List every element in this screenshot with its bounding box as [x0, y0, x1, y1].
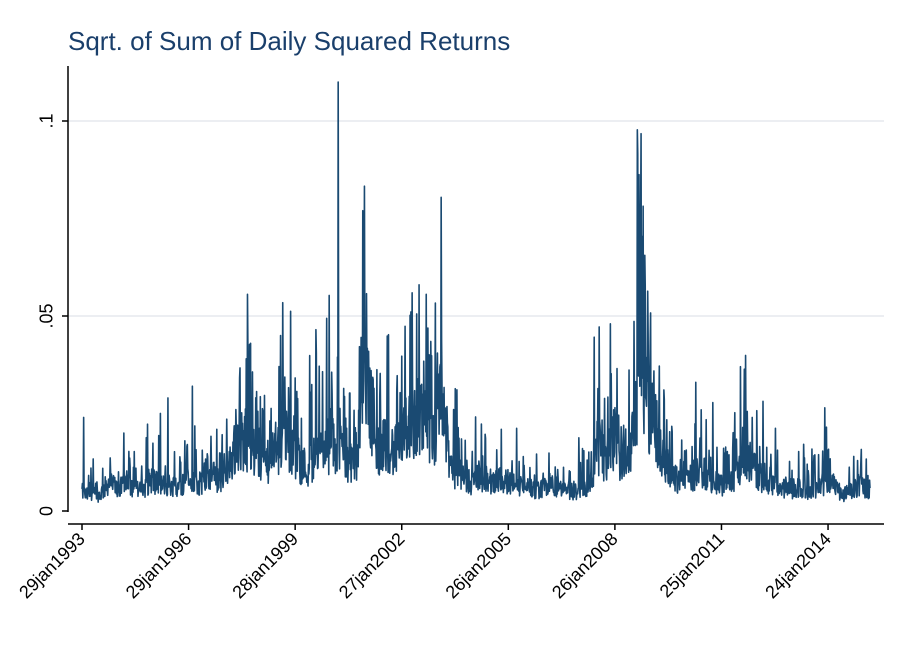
y-tick-label: .05	[36, 303, 56, 328]
x-tick-label: 29jan1996	[122, 529, 196, 603]
y-tick-label: .1	[36, 113, 56, 128]
x-tick-label: 29jan1993	[15, 529, 89, 603]
x-tick-label: 27jan2002	[335, 529, 409, 603]
series-line	[81, 81, 871, 503]
x-tick-label: 28jan1999	[228, 529, 302, 603]
x-tick-label: 24jan2014	[761, 529, 835, 603]
y-tick-label: 0	[36, 506, 56, 516]
x-tick-label: 25jan2011	[656, 529, 729, 602]
chart-title: Sqrt. of Sum of Daily Squared Returns	[68, 26, 511, 56]
x-tick-label: 26jan2008	[548, 529, 622, 603]
x-tick-label: 26jan2005	[442, 529, 516, 603]
